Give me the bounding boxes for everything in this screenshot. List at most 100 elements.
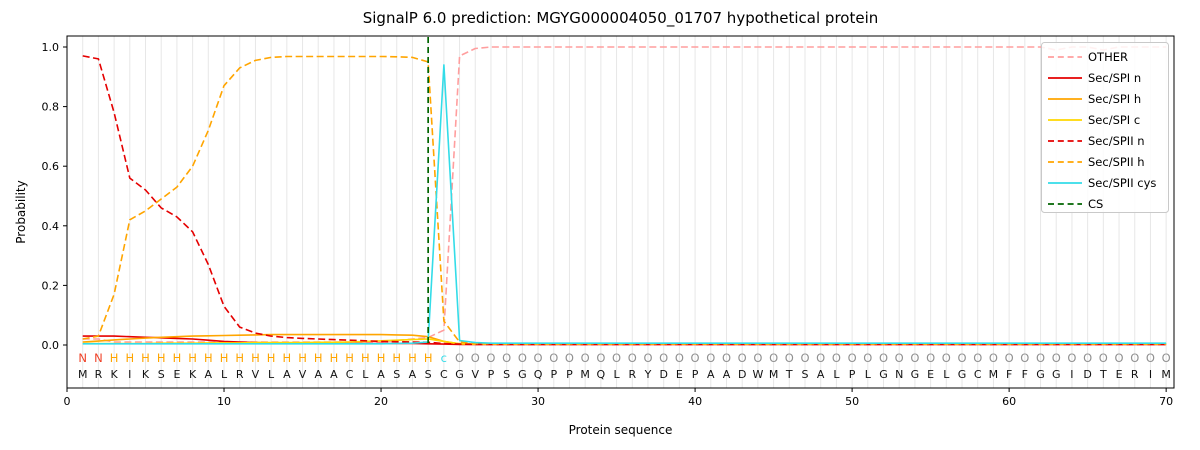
svg-text:O: O bbox=[455, 351, 464, 365]
svg-text:O: O bbox=[1005, 351, 1014, 365]
legend-item-sec-spi-c: Sec/SPI c bbox=[1048, 113, 1140, 127]
svg-text:O: O bbox=[1020, 351, 1029, 365]
svg-text:O: O bbox=[926, 351, 935, 365]
svg-text:V: V bbox=[299, 368, 307, 381]
svg-text:H: H bbox=[173, 351, 182, 365]
svg-text:C: C bbox=[974, 368, 982, 381]
svg-text:O: O bbox=[612, 351, 621, 365]
svg-text:O: O bbox=[706, 351, 715, 365]
svg-text:V: V bbox=[471, 368, 479, 381]
svg-text:A: A bbox=[377, 368, 385, 381]
svg-text:H: H bbox=[361, 351, 370, 365]
svg-text:O: O bbox=[738, 351, 747, 365]
svg-text:H: H bbox=[110, 351, 119, 365]
svg-text:H: H bbox=[235, 351, 244, 365]
svg-text:G: G bbox=[879, 368, 888, 381]
svg-text:T: T bbox=[1099, 368, 1107, 381]
svg-text:O: O bbox=[1146, 351, 1155, 365]
svg-text:N: N bbox=[94, 351, 103, 365]
legend-item-sec-spi-h: Sec/SPI h bbox=[1048, 92, 1141, 106]
svg-text:I: I bbox=[1070, 368, 1073, 381]
svg-text:Sec/SPII h: Sec/SPII h bbox=[1088, 155, 1145, 169]
svg-text:O: O bbox=[1130, 351, 1139, 365]
svg-text:O: O bbox=[989, 351, 998, 365]
svg-text:Sec/SPII cys: Sec/SPII cys bbox=[1088, 176, 1156, 190]
svg-text:F: F bbox=[1022, 368, 1028, 381]
svg-text:P: P bbox=[849, 368, 856, 381]
svg-text:OTHER: OTHER bbox=[1088, 50, 1128, 64]
svg-text:A: A bbox=[723, 368, 731, 381]
svg-text:O: O bbox=[659, 351, 668, 365]
svg-text:P: P bbox=[692, 368, 699, 381]
svg-text:P: P bbox=[488, 368, 495, 381]
svg-text:L: L bbox=[614, 368, 621, 381]
svg-text:S: S bbox=[503, 368, 510, 381]
svg-text:E: E bbox=[676, 368, 683, 381]
svg-text:1.0: 1.0 bbox=[42, 41, 60, 54]
svg-text:N: N bbox=[895, 368, 903, 381]
svg-text:Q: Q bbox=[597, 368, 606, 381]
svg-text:O: O bbox=[769, 351, 778, 365]
svg-text:O: O bbox=[518, 351, 527, 365]
svg-text:W: W bbox=[752, 368, 763, 381]
svg-text:L: L bbox=[943, 368, 950, 381]
svg-text:O: O bbox=[1067, 351, 1076, 365]
svg-text:20: 20 bbox=[374, 395, 388, 408]
svg-text:S: S bbox=[425, 368, 432, 381]
svg-text:O: O bbox=[643, 351, 652, 365]
svg-text:H: H bbox=[345, 351, 354, 365]
svg-text:D: D bbox=[738, 368, 746, 381]
svg-text:I: I bbox=[128, 368, 131, 381]
svg-text:M: M bbox=[78, 368, 88, 381]
svg-text:H: H bbox=[330, 351, 339, 365]
svg-text:H: H bbox=[204, 351, 213, 365]
svg-text:H: H bbox=[283, 351, 292, 365]
series-sec-spii-cys bbox=[82, 64, 1167, 345]
svg-text:R: R bbox=[1131, 368, 1139, 381]
svg-text:A: A bbox=[330, 368, 338, 381]
legend-item-sec-spii-cys: Sec/SPII cys bbox=[1048, 176, 1156, 190]
svg-text:70: 70 bbox=[1159, 395, 1173, 408]
svg-text:P: P bbox=[566, 368, 573, 381]
svg-text:O: O bbox=[832, 351, 841, 365]
svg-text:O: O bbox=[910, 351, 919, 365]
svg-text:H: H bbox=[424, 351, 433, 365]
svg-text:S: S bbox=[393, 368, 400, 381]
svg-text:O: O bbox=[1115, 351, 1124, 365]
svg-text:K: K bbox=[189, 368, 197, 381]
svg-text:O: O bbox=[486, 351, 495, 365]
svg-text:N: N bbox=[78, 351, 87, 365]
svg-text:O: O bbox=[565, 351, 574, 365]
svg-text:R: R bbox=[236, 368, 244, 381]
svg-text:E: E bbox=[1116, 368, 1123, 381]
svg-text:H: H bbox=[157, 351, 166, 365]
svg-text:O: O bbox=[895, 351, 904, 365]
svg-text:O: O bbox=[549, 351, 558, 365]
svg-text:P: P bbox=[550, 368, 557, 381]
svg-text:O: O bbox=[675, 351, 684, 365]
svg-text:O: O bbox=[628, 351, 637, 365]
svg-text:G: G bbox=[958, 368, 967, 381]
svg-text:O: O bbox=[1083, 351, 1092, 365]
svg-text:H: H bbox=[141, 351, 150, 365]
series-sec-spii-n bbox=[82, 55, 1167, 346]
svg-text:H: H bbox=[267, 351, 276, 365]
svg-text:O: O bbox=[973, 351, 982, 365]
svg-text:L: L bbox=[268, 368, 275, 381]
svg-text:E: E bbox=[927, 368, 934, 381]
svg-text:A: A bbox=[283, 368, 291, 381]
axis-ticks: 0 10 20 30 40 50 60 70 0.0 0.2 0.4 0.6 0.8 1.0 bbox=[42, 41, 1174, 408]
gridlines bbox=[82, 36, 1167, 388]
svg-text:O: O bbox=[691, 351, 700, 365]
svg-text:H: H bbox=[392, 351, 401, 365]
svg-text:40: 40 bbox=[688, 395, 702, 408]
svg-text:A: A bbox=[314, 368, 322, 381]
svg-text:Sec/SPI c: Sec/SPI c bbox=[1088, 113, 1140, 127]
svg-text:E: E bbox=[173, 368, 180, 381]
svg-text:0.6: 0.6 bbox=[42, 160, 60, 173]
svg-text:D: D bbox=[1083, 368, 1091, 381]
svg-text:S: S bbox=[158, 368, 165, 381]
svg-text:CS: CS bbox=[1088, 197, 1103, 211]
